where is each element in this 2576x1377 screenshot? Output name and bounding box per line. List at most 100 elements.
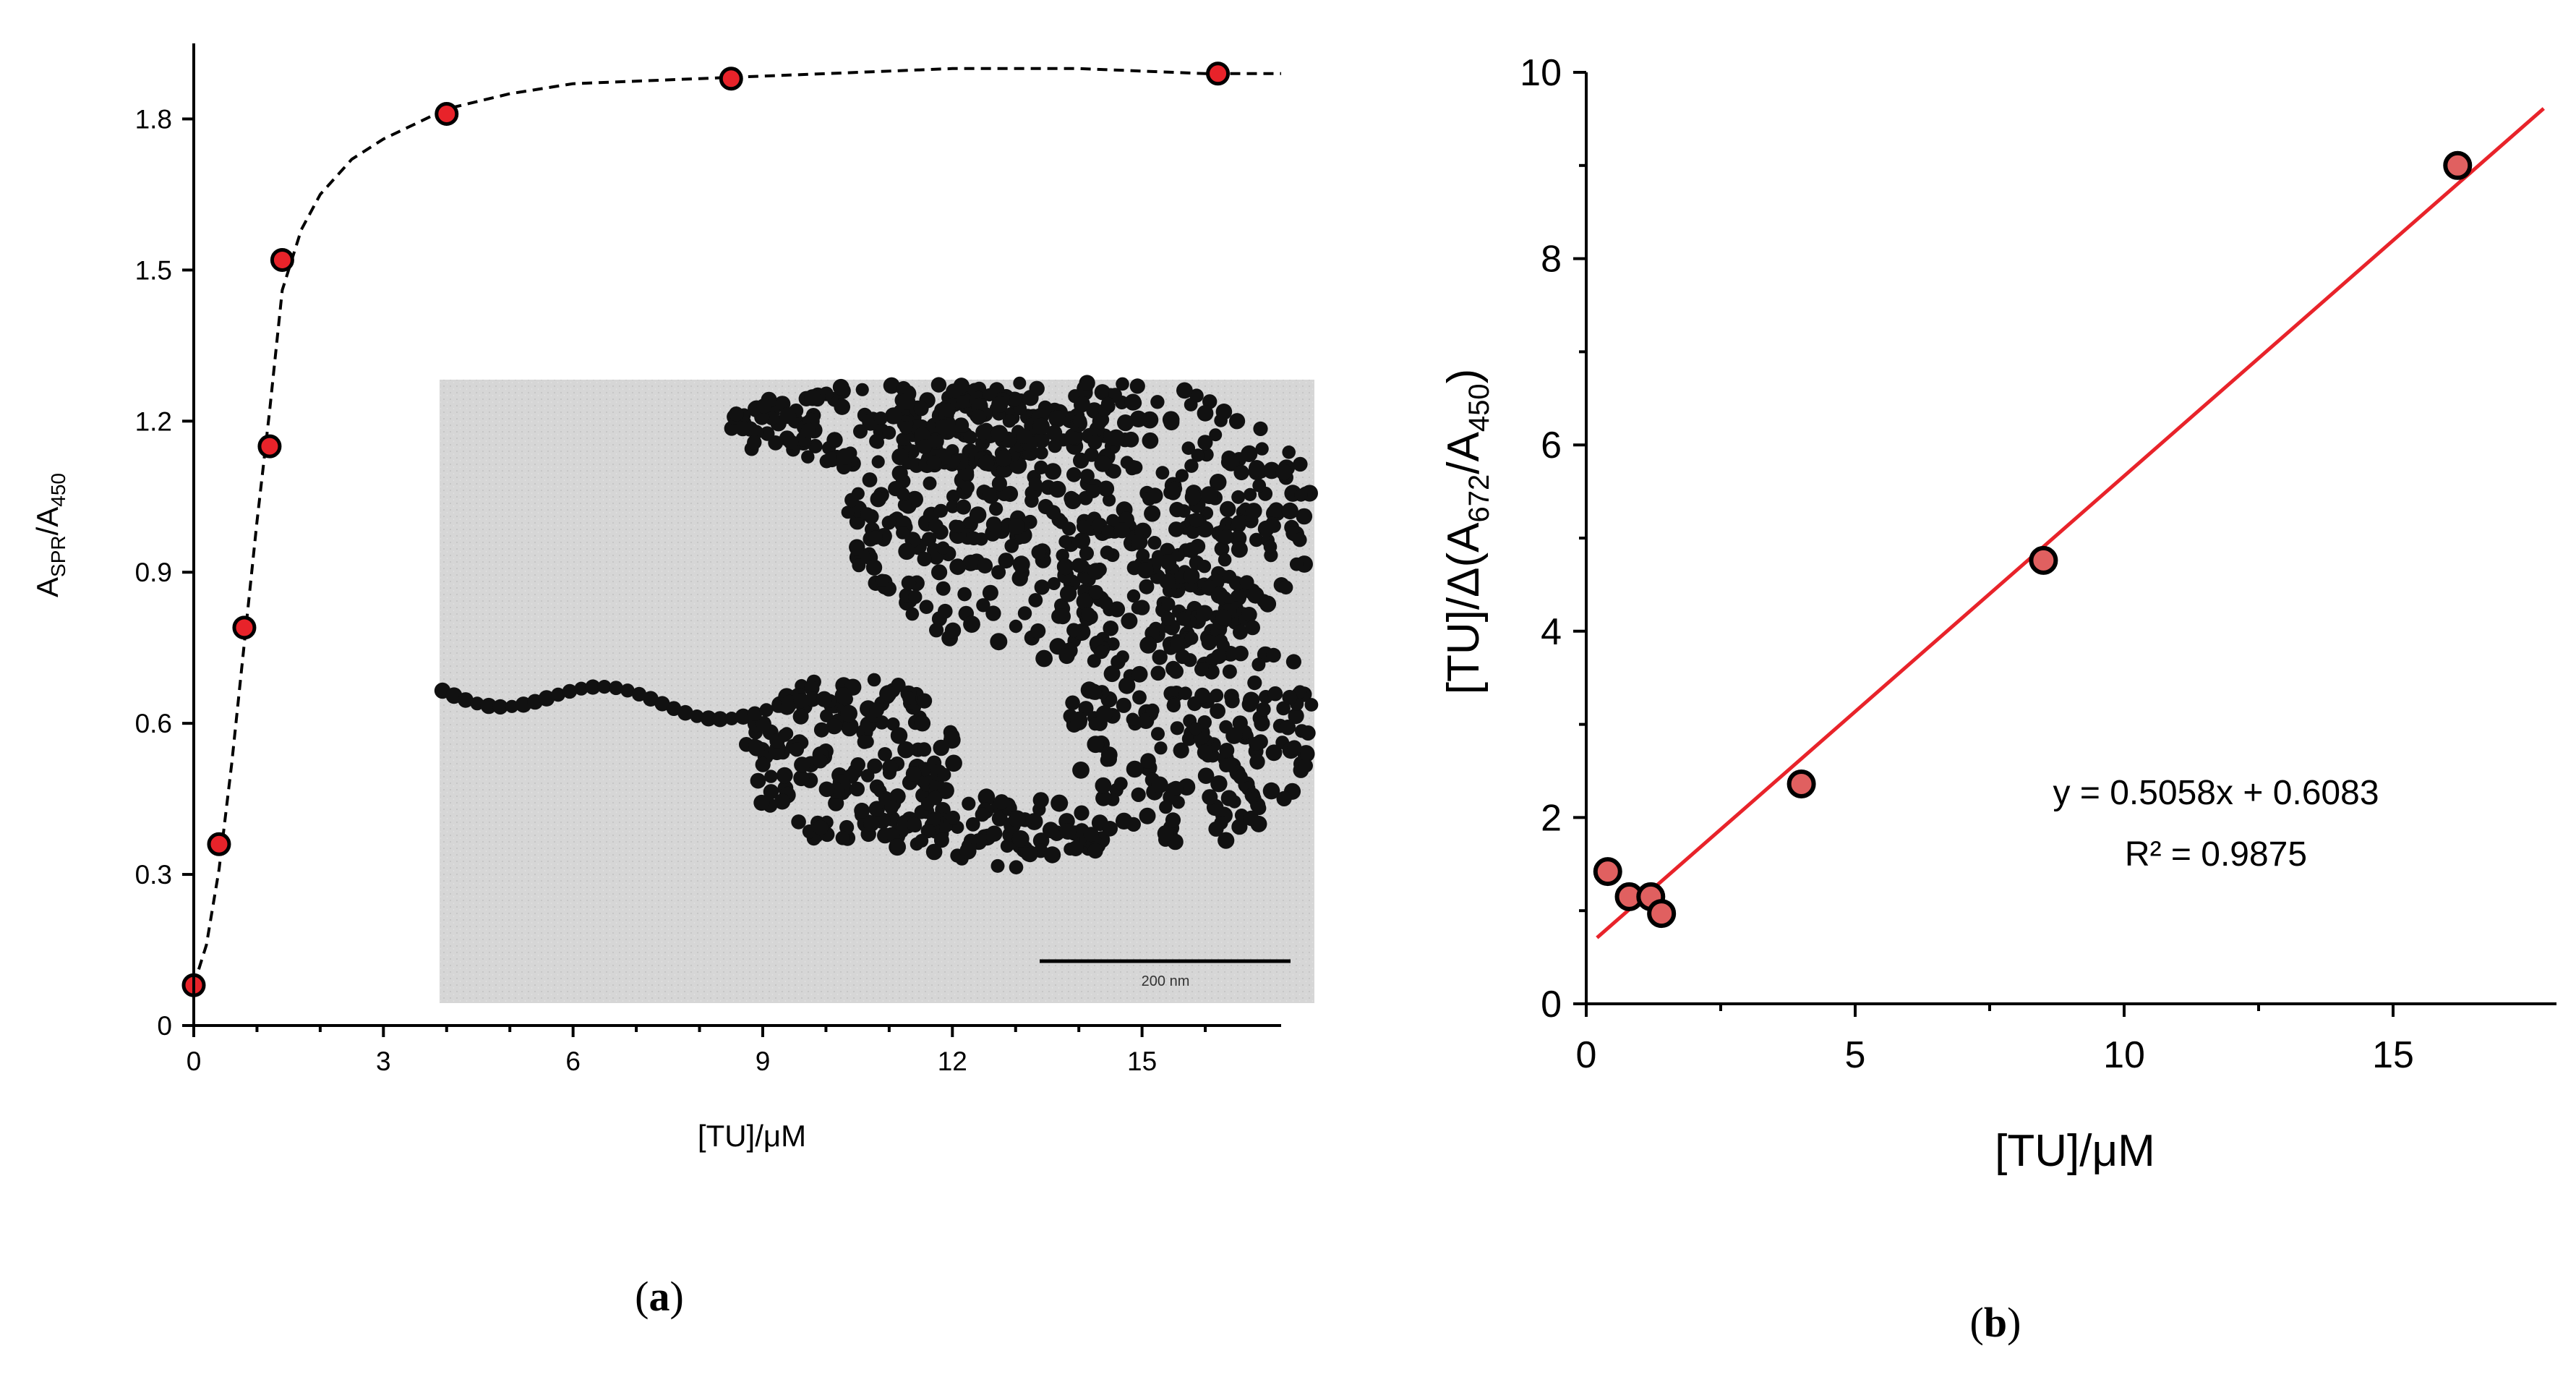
nanoparticle xyxy=(835,830,850,845)
nanoparticle xyxy=(801,450,815,464)
nanoparticle xyxy=(1100,545,1114,560)
nanoparticle xyxy=(1047,577,1061,590)
y-tick-label: 0.9 xyxy=(135,558,172,587)
y-tick-label: 8 xyxy=(1541,239,1562,281)
nanoparticle xyxy=(986,825,1003,842)
nanoparticle xyxy=(1289,557,1304,571)
nanoparticle xyxy=(1267,519,1281,533)
nanoparticle xyxy=(1189,722,1202,736)
nanoparticle xyxy=(793,693,809,709)
nanoparticle xyxy=(1066,623,1082,638)
nanoparticle xyxy=(1215,609,1232,626)
nanoparticle xyxy=(1219,758,1233,772)
y-tick-label: 1.8 xyxy=(135,104,172,134)
nanoparticle xyxy=(1225,693,1240,709)
nanoparticle xyxy=(1009,860,1024,874)
nanoparticle xyxy=(962,796,976,811)
nanoparticle xyxy=(1004,539,1019,553)
nanoparticle xyxy=(1175,469,1189,482)
nanoparticle xyxy=(1157,825,1174,842)
nanoparticle xyxy=(1131,787,1146,802)
nanoparticle xyxy=(1068,840,1084,856)
nanoparticle xyxy=(1094,455,1111,472)
nanoparticle xyxy=(756,398,772,414)
nanoparticle xyxy=(977,454,995,472)
nanoparticle xyxy=(1088,584,1103,600)
nanoparticle xyxy=(1296,508,1313,525)
nanoparticle xyxy=(800,422,816,438)
y-tick-label: 0 xyxy=(157,1011,172,1041)
nanoparticle xyxy=(1064,490,1079,506)
nanoparticle xyxy=(813,819,829,835)
nanoparticle xyxy=(1267,744,1283,760)
nanoparticle xyxy=(899,421,913,435)
nanoparticle xyxy=(1011,830,1030,848)
nanoparticle xyxy=(747,706,763,721)
nanoparticle xyxy=(1042,822,1059,839)
nanoparticle xyxy=(1214,414,1228,427)
nanoparticle xyxy=(1118,677,1136,694)
nanoparticle xyxy=(963,615,980,633)
nanoparticle xyxy=(929,623,944,638)
nanoparticle xyxy=(1165,660,1181,677)
nanoparticle xyxy=(1197,435,1213,451)
nanoparticle xyxy=(1253,421,1268,437)
nanoparticle xyxy=(1201,634,1218,651)
nanoparticle xyxy=(828,795,844,811)
nanoparticle xyxy=(1268,502,1284,518)
nanoparticle xyxy=(1233,464,1249,481)
nanoparticle xyxy=(1216,639,1231,652)
nanoparticle xyxy=(1231,541,1248,558)
nanoparticle xyxy=(759,703,774,717)
nanoparticle xyxy=(989,502,1004,516)
nanoparticle xyxy=(865,559,883,576)
nanoparticle xyxy=(1281,502,1298,520)
nanoparticle xyxy=(953,417,970,433)
nanoparticle xyxy=(923,476,937,490)
nanoparticle xyxy=(1244,487,1257,502)
nanoparticle xyxy=(783,435,799,450)
nanoparticle xyxy=(1079,469,1095,484)
x-tick-label: 3 xyxy=(376,1046,391,1076)
nanoparticle xyxy=(1070,711,1088,729)
nanoparticle xyxy=(1030,623,1046,639)
nanoparticle xyxy=(1062,521,1077,536)
nanoparticle xyxy=(1095,790,1112,806)
nanoparticle xyxy=(1169,501,1185,518)
nanoparticle xyxy=(1152,649,1168,665)
nanoparticle xyxy=(778,728,792,742)
nanoparticle xyxy=(928,519,943,534)
nanoparticle xyxy=(1176,382,1193,399)
nanoparticle xyxy=(643,691,659,707)
nanoparticle xyxy=(1102,821,1118,837)
nanoparticle xyxy=(1034,579,1050,595)
y-tick-label: 0 xyxy=(1541,984,1562,1026)
nanoparticle xyxy=(1209,474,1227,491)
nanoparticle xyxy=(1276,790,1292,806)
nanoparticle xyxy=(1262,782,1280,800)
nanoparticle xyxy=(1028,477,1043,491)
nanoparticle xyxy=(631,686,647,702)
nanoparticle xyxy=(1176,611,1191,626)
nanoparticle xyxy=(1210,703,1225,720)
nanoparticle xyxy=(597,680,612,694)
y-tick-label: 4 xyxy=(1541,611,1562,653)
nanoparticle xyxy=(886,827,900,842)
nanoparticle xyxy=(1087,563,1105,580)
nanoparticle xyxy=(1300,747,1315,762)
nanoparticle xyxy=(1245,620,1260,636)
nanoparticle xyxy=(834,398,850,415)
nanoparticle xyxy=(1048,410,1066,427)
nanoparticle xyxy=(1267,686,1283,702)
nanoparticle xyxy=(1154,741,1168,755)
nanoparticle xyxy=(813,754,828,769)
nanoparticle xyxy=(841,506,855,519)
y-tick-label: 2 xyxy=(1541,797,1562,839)
y-tick-label: 0.3 xyxy=(135,860,172,890)
nanoparticle xyxy=(840,704,857,722)
nanoparticle xyxy=(841,720,858,737)
nanoparticle xyxy=(889,838,906,856)
nanoparticle xyxy=(1186,524,1200,540)
nanoparticle xyxy=(1106,637,1120,651)
